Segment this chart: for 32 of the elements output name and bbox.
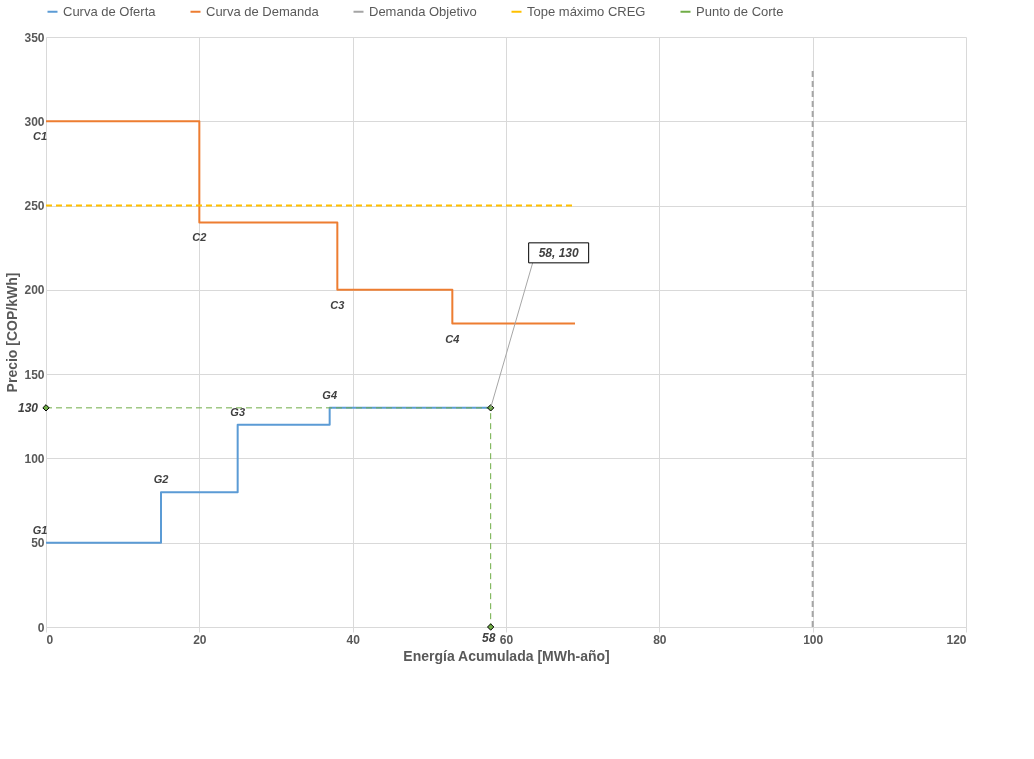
y-tick-label: 200 xyxy=(24,283,45,298)
y-tick-label: 50 xyxy=(31,536,45,551)
legend-label: Tope máximo CREG xyxy=(527,3,646,19)
legend-label: Curva de Demanda xyxy=(206,3,320,19)
x-tick-label: 40 xyxy=(346,632,361,647)
annotation: G3 xyxy=(230,405,246,418)
legend-label: Punto de Corte xyxy=(696,3,784,19)
y-tick-label: 300 xyxy=(24,114,45,129)
y-tick-label: 150 xyxy=(24,367,45,382)
legend-label: Demanda Objetivo xyxy=(369,3,477,19)
y-axis-title: Precio [COP/kWh] xyxy=(4,272,21,393)
annotation: C4 xyxy=(445,332,460,345)
annotation: 58 xyxy=(481,631,496,645)
x-tick-label: 80 xyxy=(653,632,667,647)
annotation: C2 xyxy=(192,231,207,244)
annotation: G2 xyxy=(153,473,169,486)
annotation: G1 xyxy=(32,523,48,536)
x-tick-label: 60 xyxy=(499,632,514,647)
annotation: C3 xyxy=(330,298,345,311)
y-tick-label: 0 xyxy=(37,620,45,635)
annotation: 58, 130 xyxy=(538,245,580,260)
x-axis-title: Energía Acumulada [MWh-año] xyxy=(403,647,610,664)
x-tick-label: 100 xyxy=(803,632,824,647)
annotation: C1 xyxy=(32,130,48,143)
x-tick-label: 20 xyxy=(193,632,207,647)
y-tick-label: 100 xyxy=(24,451,45,466)
x-tick-label: 120 xyxy=(946,632,967,647)
y-tick-label: 250 xyxy=(24,199,45,214)
legend-label: Curva de Oferta xyxy=(63,3,157,19)
y-tick-label: 350 xyxy=(24,30,45,45)
annotation: G4 xyxy=(322,388,338,401)
annotation: 130 xyxy=(17,400,39,415)
